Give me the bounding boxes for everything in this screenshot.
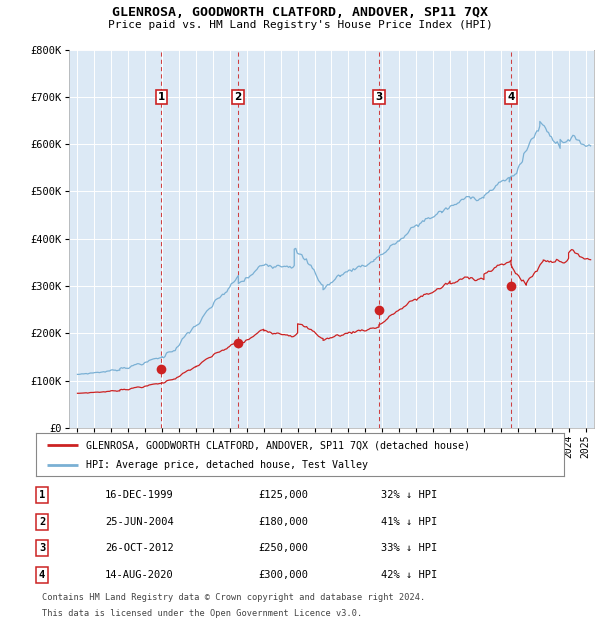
- Text: 32% ↓ HPI: 32% ↓ HPI: [381, 490, 437, 500]
- Text: 25-JUN-2004: 25-JUN-2004: [105, 516, 174, 527]
- Text: £300,000: £300,000: [258, 570, 308, 580]
- Text: £180,000: £180,000: [258, 516, 308, 527]
- Text: 2: 2: [39, 516, 45, 527]
- Text: 3: 3: [376, 92, 383, 102]
- Text: 41% ↓ HPI: 41% ↓ HPI: [381, 516, 437, 527]
- Text: 42% ↓ HPI: 42% ↓ HPI: [381, 570, 437, 580]
- Text: GLENROSA, GOODWORTH CLATFORD, ANDOVER, SP11 7QX: GLENROSA, GOODWORTH CLATFORD, ANDOVER, S…: [112, 6, 488, 19]
- Text: 2: 2: [235, 92, 242, 102]
- Text: 33% ↓ HPI: 33% ↓ HPI: [381, 543, 437, 554]
- Text: £125,000: £125,000: [258, 490, 308, 500]
- Text: 1: 1: [39, 490, 45, 500]
- Text: 26-OCT-2012: 26-OCT-2012: [105, 543, 174, 554]
- Text: 16-DEC-1999: 16-DEC-1999: [105, 490, 174, 500]
- Text: 3: 3: [39, 543, 45, 554]
- Text: Contains HM Land Registry data © Crown copyright and database right 2024.: Contains HM Land Registry data © Crown c…: [42, 593, 425, 603]
- Text: 4: 4: [508, 92, 515, 102]
- Text: GLENROSA, GOODWORTH CLATFORD, ANDOVER, SP11 7QX (detached house): GLENROSA, GOODWORTH CLATFORD, ANDOVER, S…: [86, 440, 470, 450]
- Text: 4: 4: [39, 570, 45, 580]
- Text: This data is licensed under the Open Government Licence v3.0.: This data is licensed under the Open Gov…: [42, 609, 362, 618]
- Text: 1: 1: [158, 92, 165, 102]
- Text: Price paid vs. HM Land Registry's House Price Index (HPI): Price paid vs. HM Land Registry's House …: [107, 20, 493, 30]
- Text: 14-AUG-2020: 14-AUG-2020: [105, 570, 174, 580]
- Text: HPI: Average price, detached house, Test Valley: HPI: Average price, detached house, Test…: [86, 460, 368, 470]
- Text: £250,000: £250,000: [258, 543, 308, 554]
